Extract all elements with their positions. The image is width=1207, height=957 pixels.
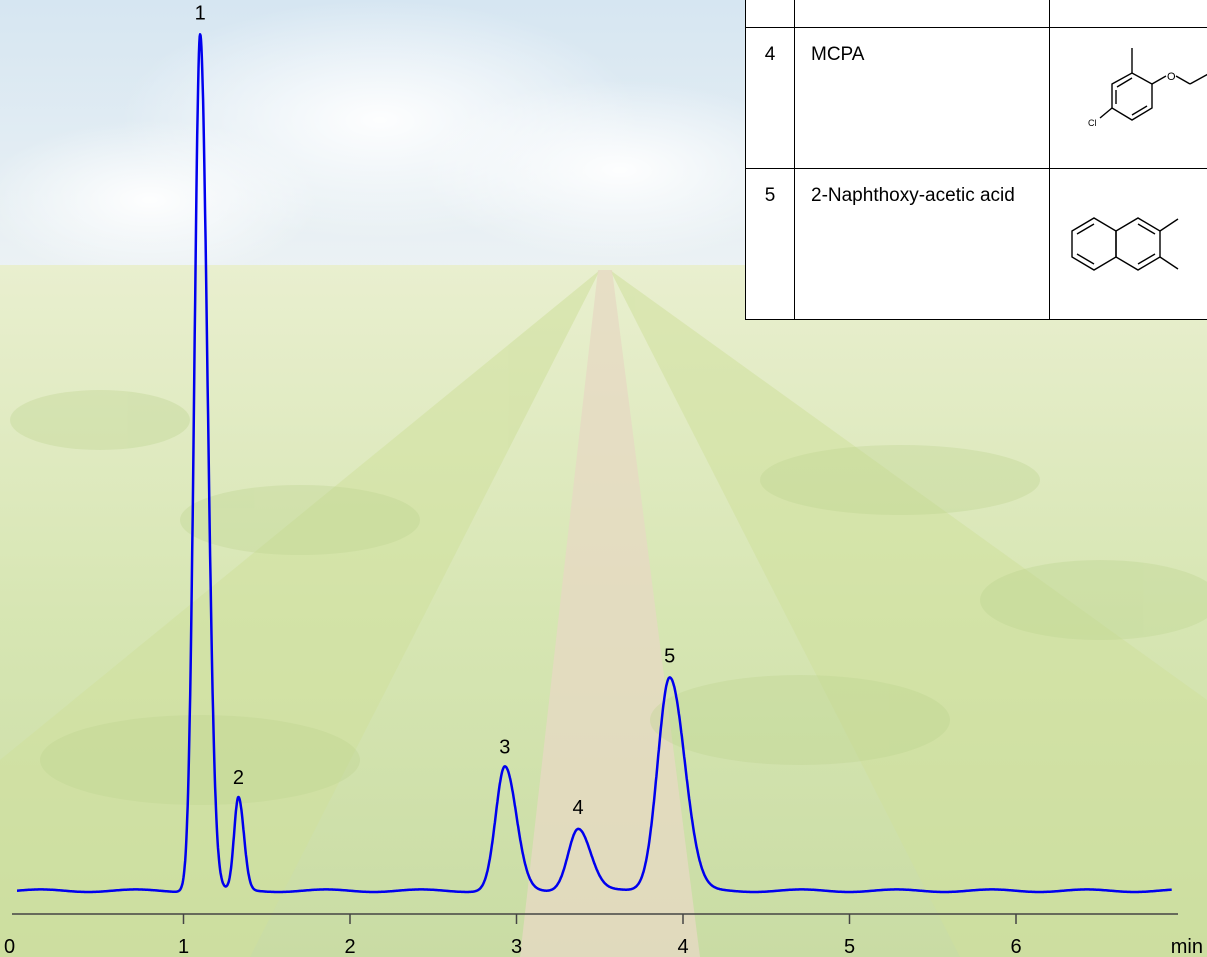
x-tick-label: 1: [178, 936, 189, 957]
compound-number: 4: [745, 27, 795, 169]
naphthoxyacetic-acid-structure-icon: [1071, 217, 1179, 271]
compound-name: MCPA: [794, 27, 1050, 169]
peak-label: 5: [664, 645, 675, 667]
x-tick-label: 2: [344, 936, 355, 957]
mcpa-structure-icon: O Cl: [1088, 48, 1207, 128]
peak-label: 4: [573, 797, 584, 819]
compound-structure-cell: [1049, 168, 1207, 320]
oxygen-atom-label: O: [1167, 71, 1176, 83]
x-tick-label: 0: [4, 936, 15, 957]
compound-table: 4 MCPA O Cl 5 2-Naphthoxy: [745, 0, 1207, 320]
peak-label: 2: [233, 767, 244, 789]
chlorine-atom-label: Cl: [1088, 118, 1097, 128]
table-top-cell: [745, 0, 795, 28]
x-tick-label: 5: [844, 936, 855, 957]
compound-number: 5: [745, 168, 795, 320]
chromatogram-trace: [16, 33, 1173, 894]
table-top-cell: [1049, 0, 1207, 28]
x-tick-label: 3: [511, 936, 522, 957]
compound-name: 2-Naphthoxy-acetic acid: [794, 168, 1050, 320]
x-axis-unit-label: min: [1171, 936, 1203, 957]
x-tick-label: 6: [1010, 936, 1021, 957]
table-top-cell: [794, 0, 1050, 28]
peak-label: 1: [195, 3, 206, 25]
peak-label: 3: [499, 736, 510, 758]
table-row: 4 MCPA O Cl: [745, 27, 1207, 169]
x-tick-label: 4: [677, 936, 688, 957]
compound-structure-cell: O Cl: [1049, 27, 1207, 169]
table-row: 5 2-Naphthoxy-acetic acid: [745, 168, 1207, 320]
